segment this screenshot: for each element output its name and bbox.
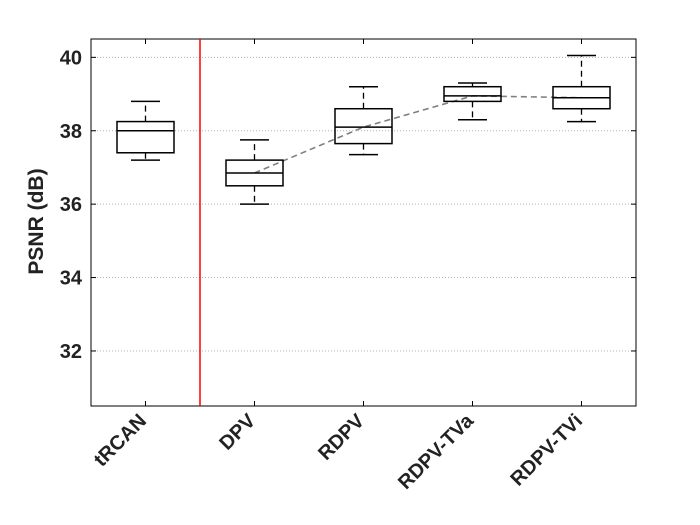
y-axis-ticks: 32 34 36 38 40 [60,47,636,363]
trend-layer [254,95,582,174]
x-tick-label-rdpv-tvi: RDPV-TVi [507,410,588,491]
iqr-box [116,120,175,154]
box-trcan [116,100,175,161]
box-layer [116,54,611,205]
iqr-box [334,107,393,145]
grid-lines [91,56,636,352]
x-axis-ticks: tRCAN DPV RDPV RDPV-TVa RDPV-TVi [90,39,587,494]
y-tick-label-38: 38 [60,121,82,143]
box-rdpv-tvi [552,54,611,123]
x-tick-label-rdpv-tva: RDPV-TVa [394,409,479,494]
y-tick-label-36: 36 [60,194,82,216]
box-dpv [225,139,284,205]
x-tick-label-dpv: DPV [215,410,260,455]
box-rdpv-tva [443,82,502,121]
iqr-box [443,85,502,103]
x-tick-label-rdpv: RDPV [314,410,369,465]
y-tick-label-40: 40 [60,47,82,69]
box-rdpv [334,85,393,156]
trend-line [254,95,582,174]
x-tick-label-trcan: tRCAN [90,410,151,471]
y-tick-label-32: 32 [60,341,82,363]
y-axis-label: PSNR (dB) [25,168,48,274]
y-tick-label-34: 34 [60,268,83,290]
